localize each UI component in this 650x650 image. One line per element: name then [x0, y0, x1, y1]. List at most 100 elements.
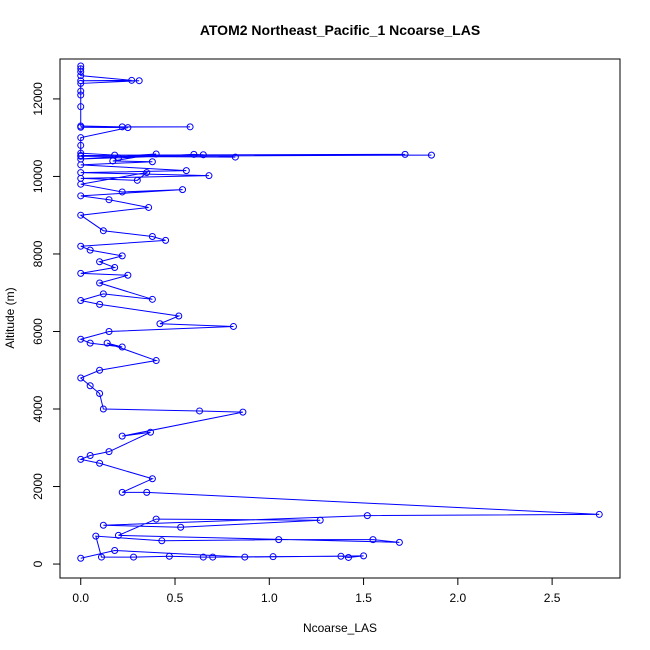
- data-point: [114, 154, 122, 162]
- data-point: [118, 188, 126, 196]
- data-point: [427, 151, 435, 159]
- data-point: [156, 320, 164, 328]
- data-point: [92, 532, 100, 540]
- data-point: [147, 428, 155, 436]
- y-tick-label: 6000: [31, 318, 45, 345]
- data-point: [363, 512, 371, 520]
- data-point: [99, 227, 107, 235]
- data-point: [96, 279, 104, 287]
- y-tick-label: 4000: [31, 395, 45, 422]
- data-point: [77, 335, 85, 343]
- y-tick-label: 0: [31, 560, 45, 567]
- data-point: [269, 553, 277, 561]
- data-point: [229, 322, 237, 330]
- data-point: [111, 264, 119, 272]
- data-point: [148, 475, 156, 483]
- data-point: [369, 536, 377, 544]
- data-point: [135, 77, 143, 85]
- data-point: [118, 252, 126, 260]
- data-point: [105, 327, 113, 335]
- data-point: [77, 79, 85, 87]
- data-point: [118, 343, 126, 351]
- data-point: [205, 172, 213, 180]
- data-point: [395, 538, 403, 546]
- data-point: [96, 258, 104, 266]
- data-point: [77, 91, 85, 99]
- data-point: [77, 161, 85, 169]
- data-point: [118, 488, 126, 496]
- data-point: [77, 211, 85, 219]
- data-point: [109, 157, 117, 165]
- data-point: [77, 152, 85, 160]
- data-point: [97, 553, 105, 561]
- data-point: [595, 510, 603, 518]
- data-point: [86, 339, 94, 347]
- data-point: [77, 72, 85, 80]
- data-point: [77, 242, 85, 250]
- x-tick-label: 2.5: [544, 591, 561, 605]
- data-point: [99, 521, 107, 529]
- data-point: [190, 150, 198, 158]
- data-point: [158, 537, 166, 545]
- data-point: [344, 553, 352, 561]
- data-point: [111, 546, 119, 554]
- x-axis-label: Ncoarse_LAS: [303, 621, 377, 635]
- x-tick-label: 1.5: [355, 591, 372, 605]
- data-point: [186, 123, 194, 131]
- data-point: [77, 374, 85, 382]
- data-point: [77, 141, 85, 149]
- data-point: [401, 150, 409, 158]
- x-tick-label: 0.5: [167, 591, 184, 605]
- x-tick-label: 1.0: [261, 591, 278, 605]
- data-point: [165, 552, 173, 560]
- data-point: [199, 151, 207, 159]
- data-point: [96, 459, 104, 467]
- data-point: [241, 553, 249, 561]
- data-point: [275, 536, 283, 544]
- data-point: [175, 312, 183, 320]
- data-point: [179, 186, 187, 194]
- data-point: [77, 123, 85, 131]
- data-point: [148, 233, 156, 241]
- data-point: [360, 552, 368, 560]
- data-point: [152, 150, 160, 158]
- data-point: [162, 236, 170, 244]
- data-point: [77, 192, 85, 200]
- data-point: [148, 295, 156, 303]
- data-point: [77, 554, 85, 562]
- data-point: [182, 167, 190, 175]
- data-point: [77, 87, 85, 95]
- data-point: [114, 531, 122, 539]
- data-point: [77, 269, 85, 277]
- y-tick-label: 8000: [31, 240, 45, 267]
- data-point: [99, 405, 107, 413]
- data-point: [239, 408, 247, 416]
- data-point: [103, 339, 111, 347]
- data-point: [133, 176, 141, 184]
- data-point: [196, 407, 204, 415]
- y-tick-label: 2000: [31, 473, 45, 500]
- y-tick-label: 10000: [31, 159, 45, 193]
- data-point: [96, 300, 104, 308]
- data-line: [79, 65, 600, 559]
- data-point: [77, 65, 85, 73]
- data-point: [152, 357, 160, 365]
- data-point: [105, 448, 113, 456]
- data-point: [130, 553, 138, 561]
- data-point: [152, 515, 160, 523]
- data-point: [118, 432, 126, 440]
- y-tick-label: 12000: [31, 82, 45, 116]
- data-point: [99, 290, 107, 298]
- data-point: [86, 246, 94, 254]
- data-point: [77, 77, 85, 85]
- data-point: [177, 523, 185, 531]
- data-point: [143, 488, 151, 496]
- data-point: [209, 553, 217, 561]
- data-point: [148, 158, 156, 166]
- data-point: [96, 366, 104, 374]
- data-point: [316, 516, 324, 524]
- data-point: [337, 552, 345, 560]
- data-point: [143, 169, 151, 177]
- data-point: [124, 271, 132, 279]
